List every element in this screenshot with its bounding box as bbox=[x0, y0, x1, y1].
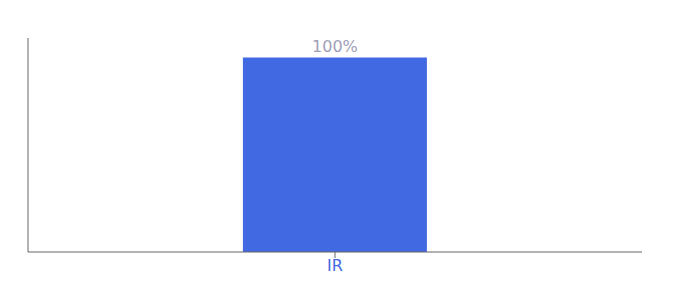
svg-text:IR: IR bbox=[327, 256, 343, 275]
svg-text:100%: 100% bbox=[312, 37, 358, 56]
